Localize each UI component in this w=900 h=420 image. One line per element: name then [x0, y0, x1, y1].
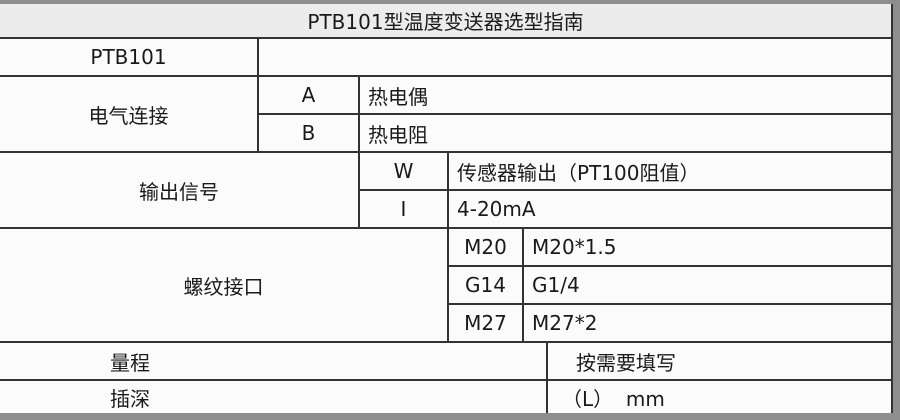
electrical-desc: 热电偶: [360, 77, 893, 115]
table-title: PTB101型温度变送器选型指南: [0, 4, 893, 39]
range-value: 按需要填写: [548, 343, 893, 381]
selection-guide-table: PTB101型温度变送器选型指南 PTB101 电气连接 A 热电偶 B 热电阻…: [0, 4, 893, 413]
output-code: W: [360, 153, 449, 191]
output-label: 输出信号: [0, 153, 360, 229]
thread-desc: M27*2: [524, 305, 893, 343]
electrical-code: B: [259, 115, 360, 153]
output-desc: 传感器输出（PT100阻值）: [449, 153, 893, 191]
electrical-code: A: [259, 77, 360, 115]
thread-label: 螺纹接口: [0, 229, 449, 343]
depth-label: 插深: [0, 381, 548, 413]
electrical-desc: 热电阻: [360, 115, 893, 153]
thread-code: M20: [449, 229, 524, 267]
model-label: PTB101: [0, 39, 259, 77]
thread-desc: M20*1.5: [524, 229, 893, 267]
output-code: I: [360, 191, 449, 229]
model-value: [259, 39, 893, 77]
output-desc: 4-20mA: [449, 191, 893, 229]
depth-value: （L） mm: [548, 381, 893, 413]
range-label: 量程: [0, 343, 548, 381]
electrical-label: 电气连接: [0, 77, 259, 153]
thread-code: G14: [449, 267, 524, 305]
thread-code: M27: [449, 305, 524, 343]
thread-desc: G1/4: [524, 267, 893, 305]
